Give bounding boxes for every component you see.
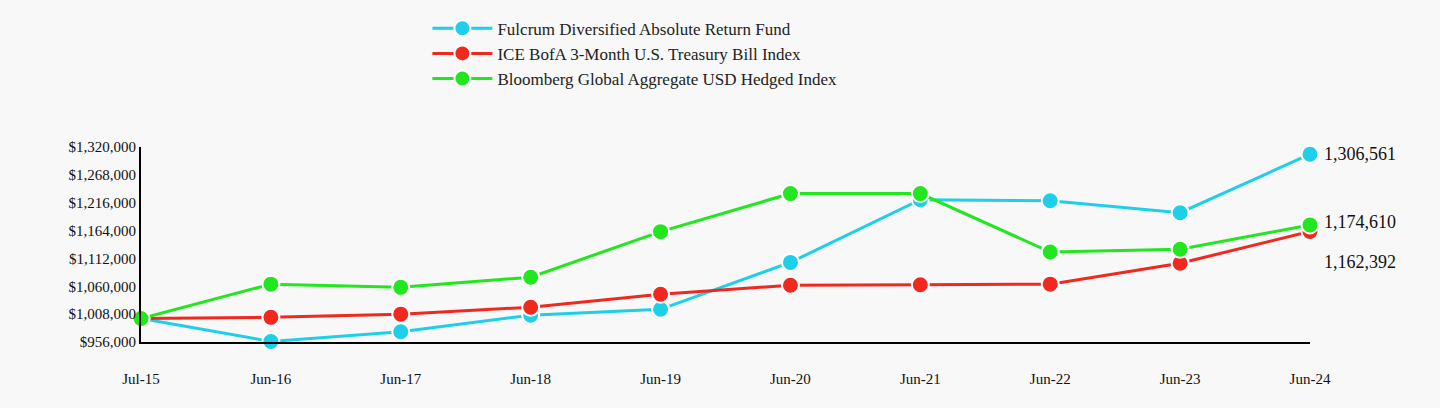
svg-text:$956,000: $956,000: [80, 334, 136, 350]
svg-text:Fulcrum Diversified Absolute R: Fulcrum Diversified Absolute Return Fund: [497, 20, 790, 39]
svg-text:1,306,561: 1,306,561: [1324, 144, 1396, 164]
svg-text:Jun-24: Jun-24: [1290, 371, 1331, 387]
svg-text:$1,112,000: $1,112,000: [69, 251, 136, 267]
svg-text:Bloomberg Global Aggregate USD: Bloomberg Global Aggregate USD Hedged In…: [497, 70, 837, 89]
svg-text:Jun-17: Jun-17: [380, 371, 421, 387]
svg-text:Jun-20: Jun-20: [770, 371, 811, 387]
svg-text:$1,060,000: $1,060,000: [69, 279, 137, 295]
svg-text:1,162,392: 1,162,392: [1324, 252, 1396, 272]
svg-text:ICE BofA 3-Month U.S. Treasury: ICE BofA 3-Month U.S. Treasury Bill Inde…: [497, 45, 801, 64]
svg-text:Jun-18: Jun-18: [510, 371, 551, 387]
svg-text:Jul-15: Jul-15: [122, 371, 160, 387]
svg-text:$1,268,000: $1,268,000: [69, 167, 137, 183]
svg-text:Jun-22: Jun-22: [1030, 371, 1071, 387]
svg-text:Jun-21: Jun-21: [900, 371, 941, 387]
svg-text:1,174,610: 1,174,610: [1324, 212, 1396, 232]
svg-text:Jun-19: Jun-19: [640, 371, 681, 387]
svg-text:Jun-23: Jun-23: [1160, 371, 1201, 387]
svg-text:Jun-16: Jun-16: [250, 371, 291, 387]
svg-text:$1,320,000: $1,320,000: [69, 139, 137, 155]
svg-text:$1,164,000: $1,164,000: [69, 223, 137, 239]
svg-text:$1,216,000: $1,216,000: [69, 195, 137, 211]
svg-text:$1,008,000: $1,008,000: [69, 306, 137, 322]
